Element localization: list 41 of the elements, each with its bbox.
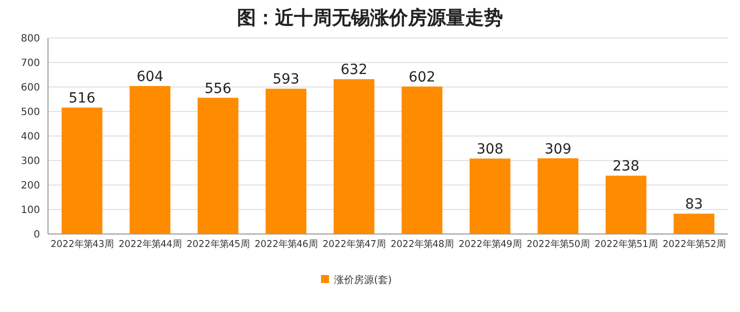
data-label: 516	[68, 90, 96, 107]
y-tick-label: 300	[20, 156, 40, 167]
x-tick-label: 2022年第45周	[186, 239, 250, 250]
x-tick-label: 2022年第49周	[458, 239, 522, 250]
data-label: 593	[272, 72, 300, 88]
legend-label: 涨价房源(套)	[334, 274, 392, 286]
y-tick-label: 700	[20, 58, 40, 69]
bar	[130, 86, 170, 234]
y-tick-label: 400	[20, 132, 40, 142]
bar	[402, 86, 442, 234]
y-tick-label: 600	[20, 82, 40, 94]
bar	[266, 88, 306, 234]
x-tick-label: 2022年第51周	[594, 239, 658, 250]
x-tick-label: 2022年第46周	[254, 239, 318, 250]
bar	[538, 158, 578, 234]
bar	[62, 108, 102, 234]
x-tick-label: 2022年第50周	[526, 239, 590, 250]
bar	[606, 176, 646, 234]
data-label: 83	[685, 196, 703, 213]
y-tick-label: 500	[20, 107, 40, 118]
bar	[674, 214, 714, 234]
y-tick-label: 100	[20, 205, 40, 216]
bar	[470, 158, 510, 234]
y-tick-label: 200	[20, 180, 40, 192]
x-tick-label: 2022年第47周	[322, 239, 386, 250]
data-label: 238	[612, 158, 640, 175]
data-label: 308	[476, 142, 504, 158]
data-label: 604	[136, 69, 164, 86]
y-tick-label: 800	[20, 34, 40, 44]
x-tick-label: 2022年第44周	[118, 239, 182, 250]
data-label: 602	[408, 70, 436, 86]
x-tick-label: 2022年第48周	[390, 239, 454, 250]
x-tick-label: 2022年第43周	[50, 239, 114, 250]
x-tick-label: 2022年第52周	[662, 239, 726, 250]
bar	[334, 79, 374, 234]
bar	[198, 98, 238, 234]
data-label: 632	[340, 62, 368, 78]
data-label: 309	[544, 141, 572, 158]
y-tick-label: 0	[34, 230, 40, 240]
chart-title: 图：近十周无锡涨价房源量走势	[237, 7, 503, 29]
data-label: 556	[204, 80, 232, 97]
